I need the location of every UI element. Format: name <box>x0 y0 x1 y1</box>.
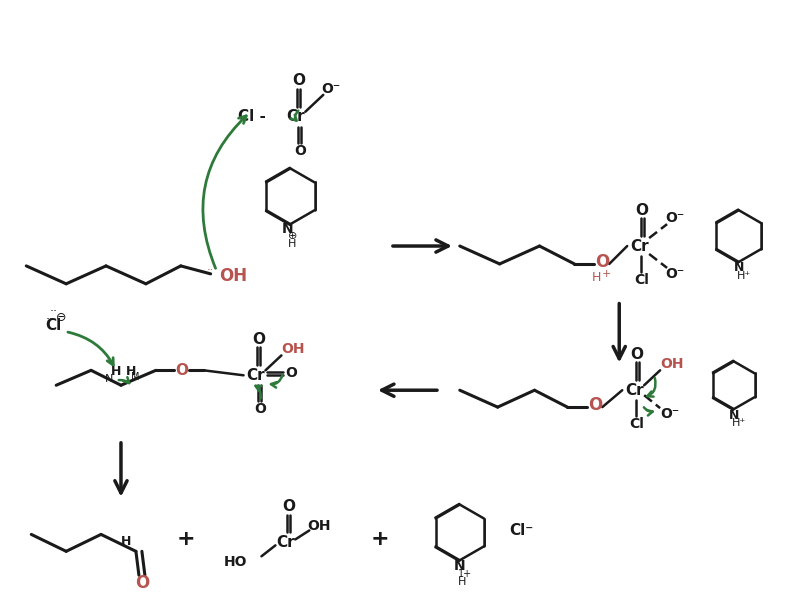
Text: H: H <box>592 271 601 284</box>
Text: ··: ·· <box>207 265 214 275</box>
Text: O: O <box>595 253 610 271</box>
Text: O: O <box>636 203 649 218</box>
Text: H: H <box>111 365 121 378</box>
Text: +: + <box>370 529 390 550</box>
Text: OH: OH <box>307 520 331 533</box>
Text: O⁻: O⁻ <box>666 211 685 225</box>
Text: H: H <box>458 577 466 587</box>
Text: ··: ·· <box>50 305 58 318</box>
Text: OH: OH <box>660 358 684 371</box>
Text: O: O <box>252 332 265 347</box>
Text: N: N <box>105 374 114 384</box>
Text: O: O <box>286 367 298 380</box>
Text: Cr: Cr <box>246 368 265 383</box>
Text: O: O <box>630 347 644 362</box>
Text: N: N <box>454 559 466 573</box>
Text: Cr: Cr <box>630 238 649 253</box>
Text: H⁺: H⁺ <box>732 418 746 428</box>
Text: O: O <box>588 396 602 414</box>
Text: Cr: Cr <box>286 109 305 124</box>
Text: H: H <box>288 239 297 249</box>
Text: O: O <box>175 363 188 378</box>
Text: Cr: Cr <box>625 383 643 398</box>
Text: O: O <box>134 574 149 592</box>
Text: HO: HO <box>224 555 247 569</box>
Text: N: N <box>729 409 739 421</box>
Text: O⁻: O⁻ <box>322 82 341 96</box>
Text: O: O <box>282 499 295 514</box>
Text: ⊖: ⊖ <box>56 311 66 324</box>
Text: OH: OH <box>282 343 305 356</box>
Text: O: O <box>254 402 266 416</box>
Text: O: O <box>294 144 306 157</box>
Text: O⁻: O⁻ <box>666 267 685 281</box>
Text: 1+: 1+ <box>458 569 472 579</box>
Text: N: N <box>734 262 744 274</box>
Text: N: N <box>282 222 294 236</box>
Text: Cl: Cl <box>45 318 62 333</box>
Text: Cl -: Cl - <box>238 109 266 124</box>
Text: ··: ·· <box>46 313 54 326</box>
Text: M: M <box>130 372 139 382</box>
Text: Cl: Cl <box>630 417 645 431</box>
Text: +: + <box>177 529 195 550</box>
Text: +: + <box>602 269 611 279</box>
Text: Cl: Cl <box>634 273 650 287</box>
Text: Cl⁻: Cl⁻ <box>510 523 534 538</box>
Text: Cr: Cr <box>276 535 294 550</box>
Text: O: O <box>292 73 305 88</box>
Text: ⊕: ⊕ <box>288 231 297 241</box>
Text: H: H <box>121 535 131 548</box>
Text: OH: OH <box>218 267 246 285</box>
Text: O⁻: O⁻ <box>661 407 680 421</box>
Text: H: H <box>126 365 136 378</box>
Text: H⁺: H⁺ <box>737 271 751 281</box>
